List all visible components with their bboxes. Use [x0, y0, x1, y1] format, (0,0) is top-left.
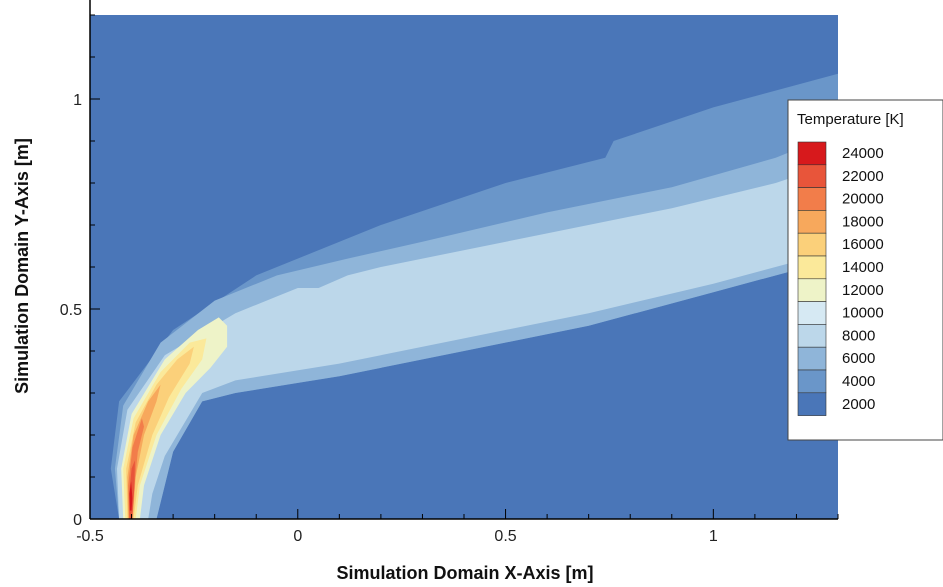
- legend-items: 24000 22000 20000 18000 16000 14000 12000 10000…: [797, 141, 884, 416]
- x-tick-label: 0.5: [494, 528, 516, 545]
- contour-region-8000: [117, 162, 838, 519]
- legend-swatch-22000: [797, 164, 827, 188]
- legend-swatch-24000: [797, 141, 827, 166]
- legend-label-24000: 24000: [842, 145, 884, 162]
- legend-label-6000: 6000: [842, 350, 875, 367]
- legend-swatch-10000: [797, 301, 827, 325]
- legend-label-20000: 20000: [842, 191, 884, 208]
- legend-label-10000: 10000: [842, 305, 884, 322]
- legend-swatch-18000: [797, 210, 827, 234]
- legend-label-18000: 18000: [842, 213, 884, 230]
- legend-label-4000: 4000: [842, 373, 875, 390]
- x-tick-label: -0.5: [76, 528, 104, 545]
- legend-swatch-6000: [797, 346, 827, 371]
- legend-label-16000: 16000: [842, 236, 884, 253]
- legend-label-12000: 12000: [842, 282, 884, 299]
- legend-label-8000: 8000: [842, 327, 875, 344]
- axes: -0.5 0 0.5 1 00.51: [60, 0, 839, 545]
- legend: Temperature [K] 24000 22000 20000 18000 1600…: [787, 99, 943, 441]
- legend-label-22000: 22000: [842, 168, 884, 185]
- contour-region-24000: [129, 481, 133, 511]
- x-ticks: -0.5 0 0.5 1: [76, 509, 839, 545]
- legend-title: Temperature [K]: [797, 111, 904, 128]
- legend-swatch-2000: [797, 392, 827, 416]
- legend-swatch-20000: [797, 187, 827, 211]
- legend-swatch-8000: [797, 324, 827, 348]
- legend-swatch-16000: [797, 232, 827, 257]
- contour-region-12000: [121, 317, 228, 519]
- x-tick-label: 0: [293, 528, 302, 545]
- y-ticks: 00.51: [60, 14, 100, 529]
- y-tick-label: 0.5: [60, 302, 82, 319]
- legend-label-14000: 14000: [842, 259, 884, 276]
- x-axis-title: Simulation Domain X-Axis [m]: [336, 563, 593, 583]
- legend-swatch-14000: [797, 255, 827, 280]
- legend-label-2000: 2000: [842, 396, 875, 413]
- plot-area: [90, 15, 839, 520]
- y-tick-label: 0: [73, 512, 82, 529]
- y-axis-title: Simulation Domain Y-Axis [m]: [12, 138, 32, 394]
- x-tick-label: 1: [709, 528, 718, 545]
- legend-swatch-4000: [797, 369, 827, 394]
- legend-swatch-12000: [797, 278, 827, 302]
- y-tick-label: 1: [73, 92, 82, 109]
